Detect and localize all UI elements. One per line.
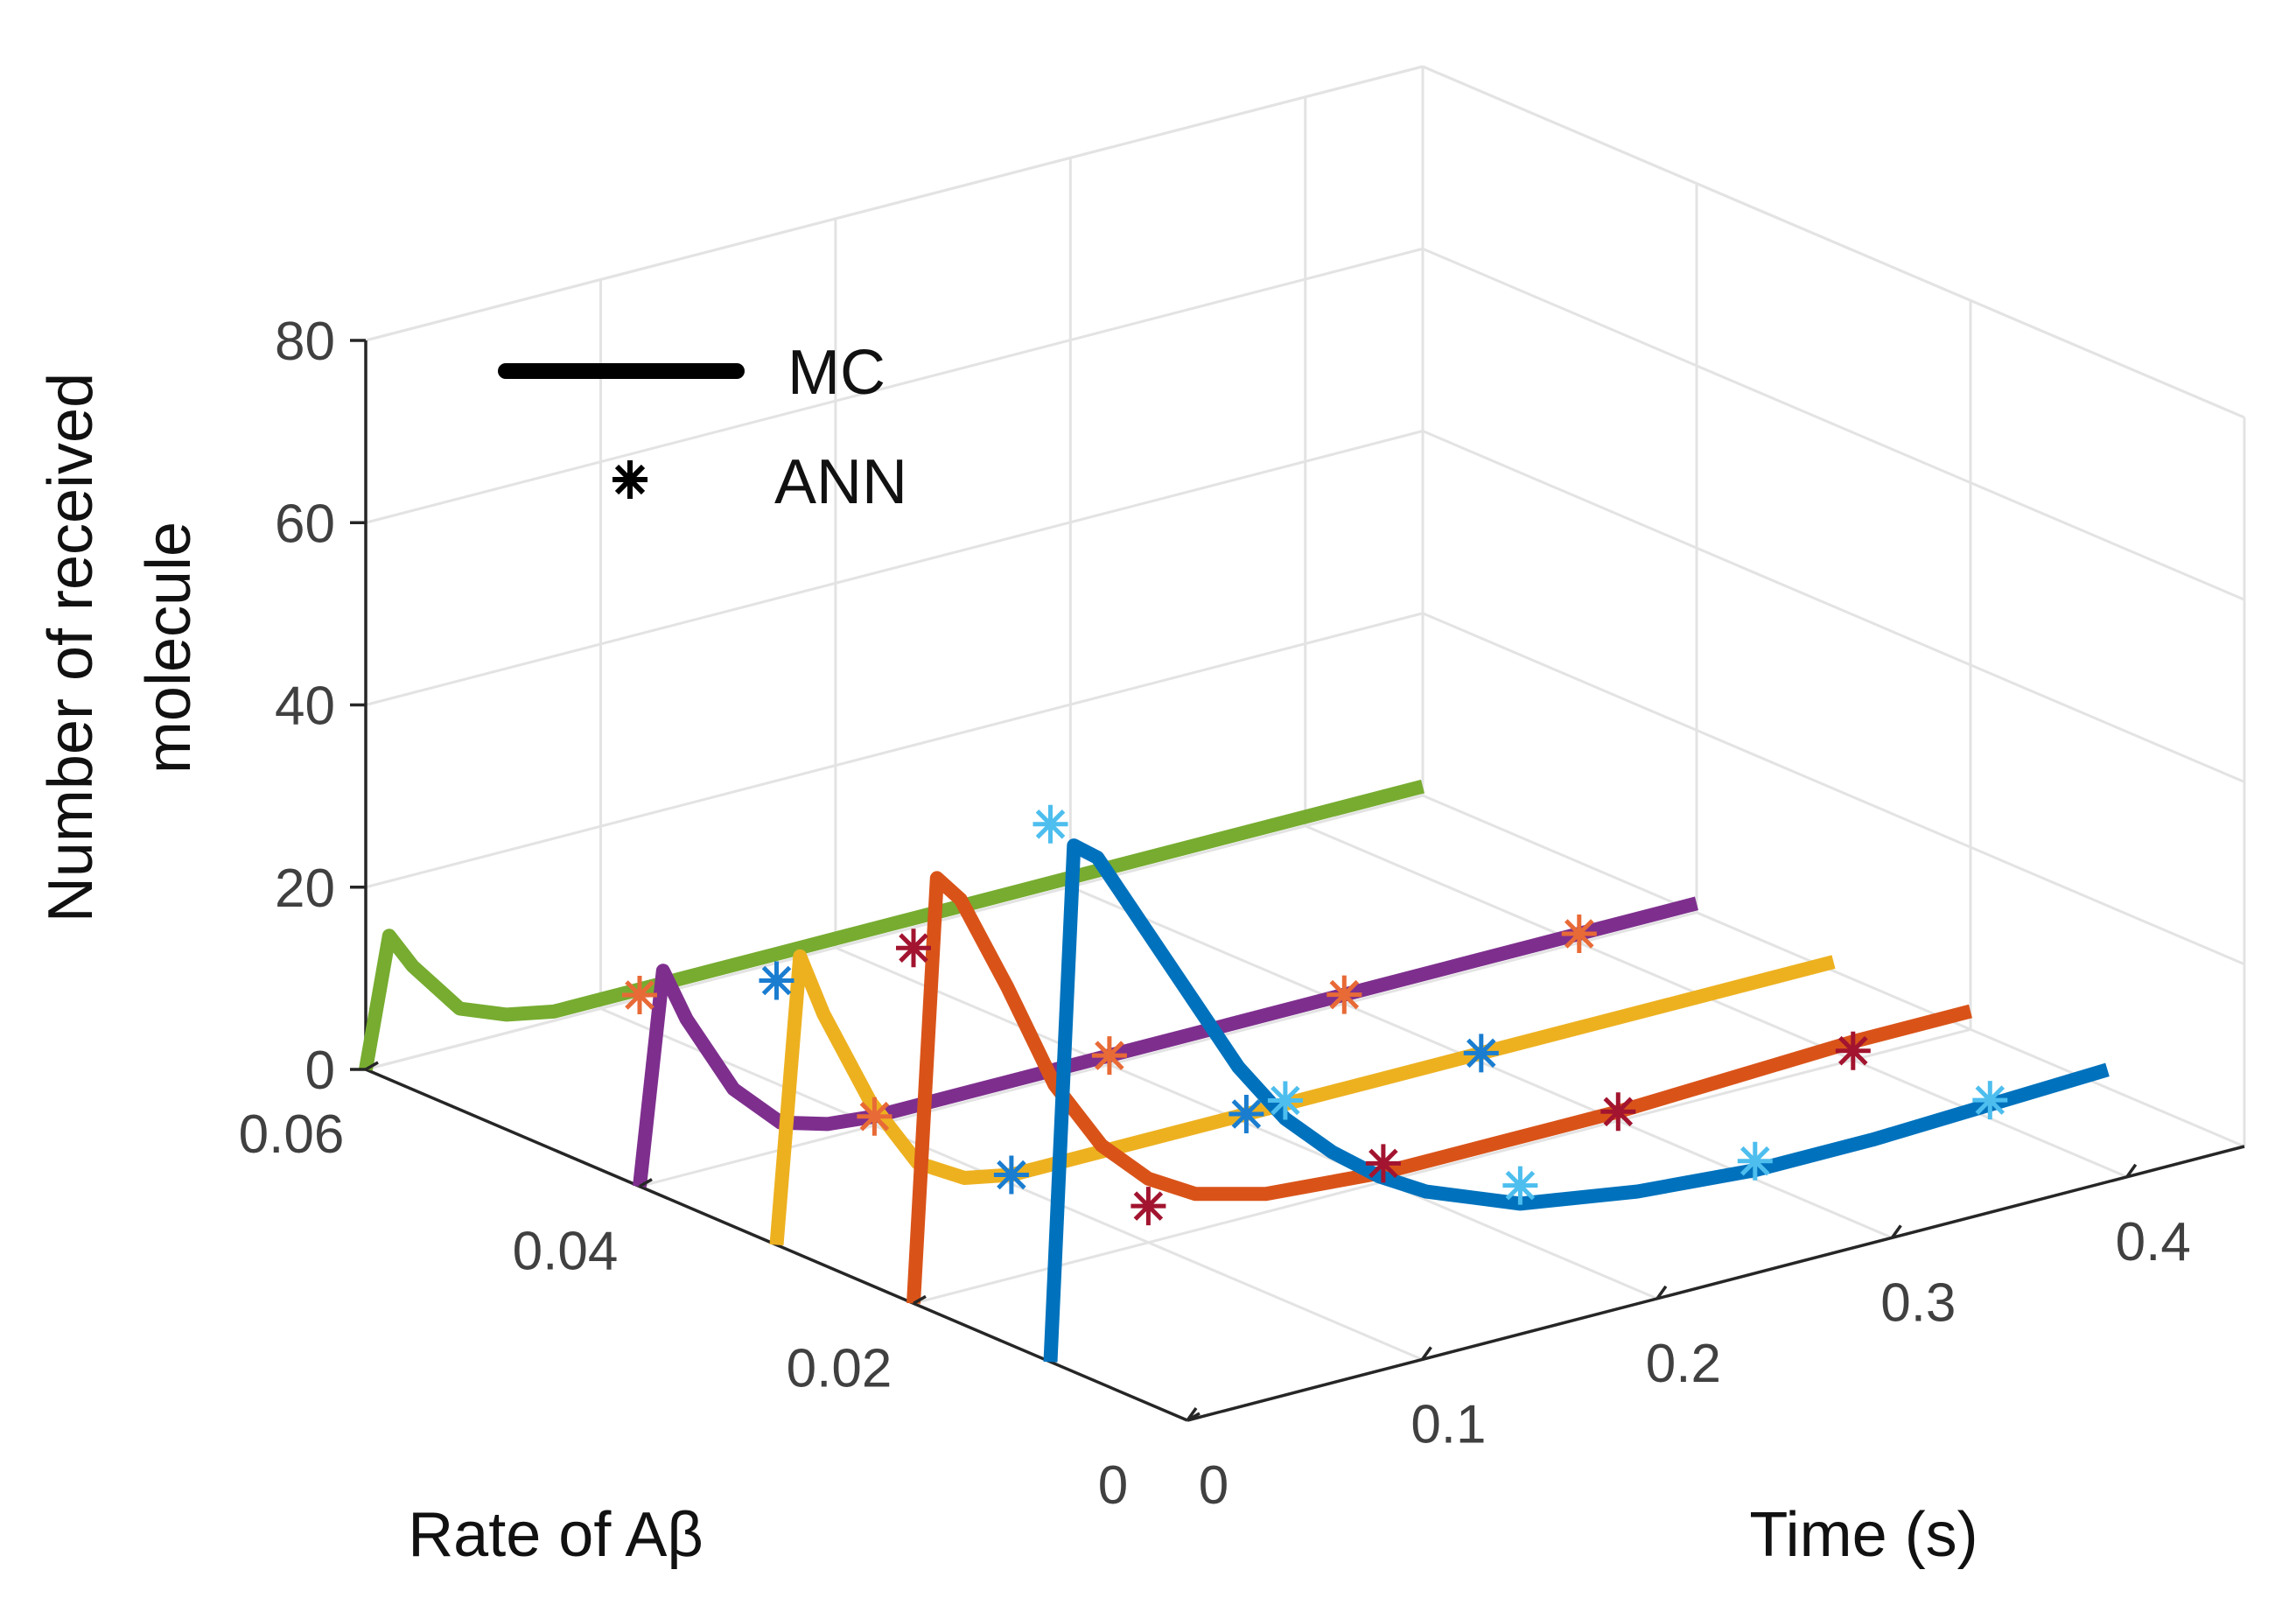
x-tick-mark-2 [1656,1285,1668,1300]
series-line-0 [359,779,1425,1071]
ann-marker-stroke-2-2-3 [1368,1148,1398,1179]
grid-floor-x-4 [1305,824,2128,1179]
grid-layer [364,65,2246,1422]
grid-side-wall-z-1 [1422,612,2245,966]
series-line-3 [906,871,1973,1304]
ann-marker-1-0 [759,961,794,1000]
grid-back-wall-z-2 [365,430,1424,706]
ann-marker-1-1 [993,1155,1029,1195]
z-axis-title-line-1: Number of received [36,373,106,922]
ann-marker-3-0 [1032,804,1068,844]
z-axis-title: Number of received molecule [36,373,204,922]
ann-marker-stroke-2-0-3 [899,933,928,963]
x-tick-label-1: 0.1 [1410,1394,1486,1454]
z-axis-title-line-2: molecule [134,522,204,774]
ann-marker-0-2 [1091,1036,1127,1076]
y-tick-label-3: 0.06 [239,1104,345,1165]
x-tick-label-3: 0.3 [1880,1272,1956,1333]
ann-marker-stroke-0-4-3 [1564,919,1594,949]
x-tick-mark-3 [1890,1224,1902,1239]
marker-layer [622,804,2008,1226]
ann-marker-0-3 [1326,975,1362,1014]
grid-floor-y-3 [365,794,1424,1071]
ann-marker-2-2 [1365,1144,1401,1183]
y-tick-label-2: 0.04 [513,1222,619,1282]
ann-marker-2-4 [1835,1031,1871,1070]
ann-marker-stroke-3-4-3 [1975,1085,2006,1115]
y-tick-label-1: 0.02 [787,1338,892,1398]
series-line-2 [769,949,1836,1246]
ann-marker-stroke-1-2-3 [1231,1099,1262,1129]
ann-marker-stroke-3-0-3 [1035,810,1066,839]
y-tick-mark-0 [1186,1412,1200,1422]
series-layer [359,779,2110,1363]
z-tick-label-0: 0 [305,1041,335,1101]
ann-marker-stroke-0-3-3 [1329,979,1360,1010]
ann-marker-stroke-0-2-3 [1095,1041,1124,1070]
z-tick-label-3: 60 [275,494,335,554]
grid-side-wall-z-2 [1422,430,2245,783]
x-axis-title: Time (s) [1749,1500,1978,1570]
grid-back-wall-z-3 [365,247,1424,524]
ann-marker-3-1 [1267,1081,1303,1120]
x-tick-label-4: 0.4 [2116,1212,2191,1272]
grid-top-side-edge [1422,65,2245,419]
grid-floor-y-2 [639,911,1698,1188]
y-tick-label-0: 0 [1098,1455,1128,1516]
ann-marker-stroke-1-3-3 [1466,1038,1496,1069]
legend: MC ANN [498,338,907,517]
ann-marker-stroke-3-1-3 [1270,1085,1300,1116]
ann-marker-stroke-2-1-3 [1133,1191,1164,1221]
ann-marker-0-4 [1561,915,1597,953]
ann-marker-stroke-2-4-3 [1838,1035,1868,1066]
series-line-4 [1043,838,2110,1363]
ann-marker-0-0 [622,976,657,1014]
ann-marker-stroke-2-3-3 [1603,1097,1634,1127]
x-tick-label-0: 0 [1199,1455,1228,1516]
z-tick-label-1: 20 [275,859,335,919]
x-tick-mark-1 [1421,1346,1432,1361]
series-line-1 [633,896,1699,1188]
ann-marker-1-3 [1463,1034,1499,1073]
y-axis-title: Rate of Aβ [408,1500,704,1570]
x-axis-line [1186,1145,2245,1422]
y-tick-mark-3 [365,1061,379,1071]
ann-marker-2-3 [1600,1092,1636,1132]
y-tick-mark-1 [913,1294,927,1305]
ann-marker-stroke-1-0-3 [761,965,792,996]
legend-ann-asterisk-icon [612,460,648,499]
legend-mc-label: MC [788,338,886,408]
y-tick-mark-2 [639,1178,653,1188]
ann-marker-stroke-0-1-3 [859,1101,890,1132]
z-tick-label-4: 80 [275,312,335,372]
grid-top-back-edge [365,65,1424,342]
ann-marker-1-2 [1228,1095,1264,1133]
ann-marker-3-3 [1737,1141,1773,1181]
ann-marker-stroke-0-0-3 [625,980,654,1010]
grid-back-wall-z-1 [365,612,1424,889]
z-tick-label-2: 40 [275,676,335,737]
x-tick-label-2: 0.2 [1646,1334,1721,1394]
grid-floor-y-1 [913,1027,1971,1305]
grid-side-wall-z-3 [1422,247,2245,601]
ann-marker-stroke-1-1-3 [997,1160,1026,1190]
ann-marker-3-2 [1502,1166,1538,1205]
legend-ann-label: ANN [774,447,907,517]
ann-marker-3-4 [1972,1081,2008,1120]
ann-marker-2-1 [1130,1187,1166,1226]
ann-marker-2-0 [896,929,931,968]
ann-marker-stroke-3-2-3 [1505,1170,1536,1201]
ann-marker-0-1 [857,1097,892,1136]
x-tick-mark-4 [2125,1163,2138,1178]
grid-side-wall-z-0 [1422,794,2245,1148]
ann-marker-stroke-3-3-3 [1740,1146,1770,1176]
